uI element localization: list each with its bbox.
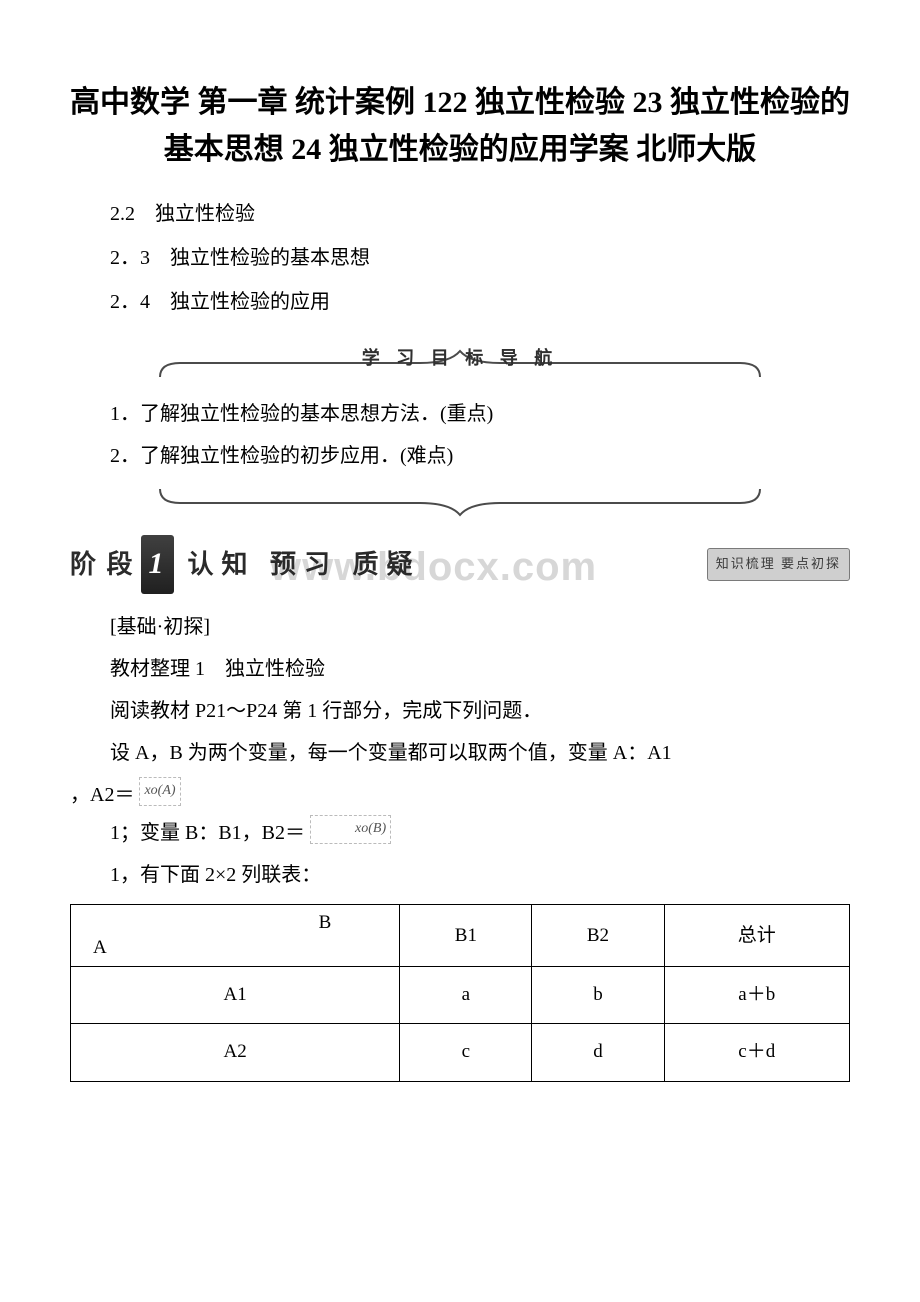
objective-2: 2．了解独立性检验的初步应用．(难点) [70,437,850,475]
objective-1: 1．了解独立性检验的基本思想方法．(重点) [70,395,850,433]
def-text-1b: ，A2＝ [70,784,134,806]
stage-title: 认知 预习 质疑 [188,540,421,589]
contingency-table: B A B1 B2 总计 A1 a b a＋b A2 c d c＋d [70,904,850,1082]
cell-a: a [400,967,532,1024]
definition-line-1b: ，A2＝ xo(A) [70,776,850,814]
table-row: B A B1 B2 总计 [71,905,850,967]
col-header-b1: B1 [400,905,532,967]
def-text-1a: 设 A，B 为两个变量，每一个变量都可以取两个值，变量 A：A1 [110,742,672,764]
table-row: A1 a b a＋b [71,967,850,1024]
corner-label-a: A [87,936,383,961]
cell-c: c [400,1024,532,1081]
objectives-bottom-bracket [70,485,850,517]
stage-banner: www.bdocx.com 阶 段 1 认知 预习 质疑 知识梳理 要点初探 [70,535,850,594]
section-2-3: 2．3 独立性检验的基本思想 [70,239,850,277]
reading-instruction: 阅读教材 P21～P24 第 1 行部分，完成下列问题． [70,692,850,730]
material-heading: 教材整理 1 独立性检验 [70,650,850,688]
cell-d: d [532,1024,664,1081]
cell-cd: c＋d [664,1024,850,1081]
definition-line-1: 设 A，B 为两个变量，每一个变量都可以取两个值，变量 A：A1 [70,734,850,772]
formula-xo-a-icon: xo(A) [139,777,180,806]
objectives-top-bracket: 学 习 目 标 导 航 [70,337,850,385]
definition-line-2: 1；变量 B：B1，B2＝ xo(B) [70,814,850,852]
cell-ab: a＋b [664,967,850,1024]
table-corner-cell: B A [71,905,400,967]
subhead-basics: [基础·初探] [70,608,850,646]
stage-label: 阶 段 [70,540,135,589]
section-2-2: 2.2 独立性检验 [70,195,850,233]
def-text-2a: 1；变量 B：B1，B2＝ [110,822,305,844]
cell-b: b [532,967,664,1024]
row-header-a2: A2 [71,1024,400,1081]
table-row: A2 c d c＋d [71,1024,850,1081]
objectives-heading: 学 习 目 标 导 航 [362,341,559,375]
section-2-4: 2．4 独立性检验的应用 [70,283,850,321]
row-header-a1: A1 [71,967,400,1024]
col-header-total: 总计 [664,905,850,967]
bracket-bottom-icon [140,485,780,517]
stage-badge: 知识梳理 要点初探 [707,548,850,581]
stage-number: 1 [141,535,174,594]
col-header-b2: B2 [532,905,664,967]
page-title: 高中数学 第一章 统计案例 122 独立性检验 23 独立性检验的基本思想 24… [70,80,850,173]
corner-label-b: B [87,911,383,936]
table-intro: 1，有下面 2×2 列联表： [70,856,850,894]
formula-xo-b-icon: xo(B) [310,815,391,844]
